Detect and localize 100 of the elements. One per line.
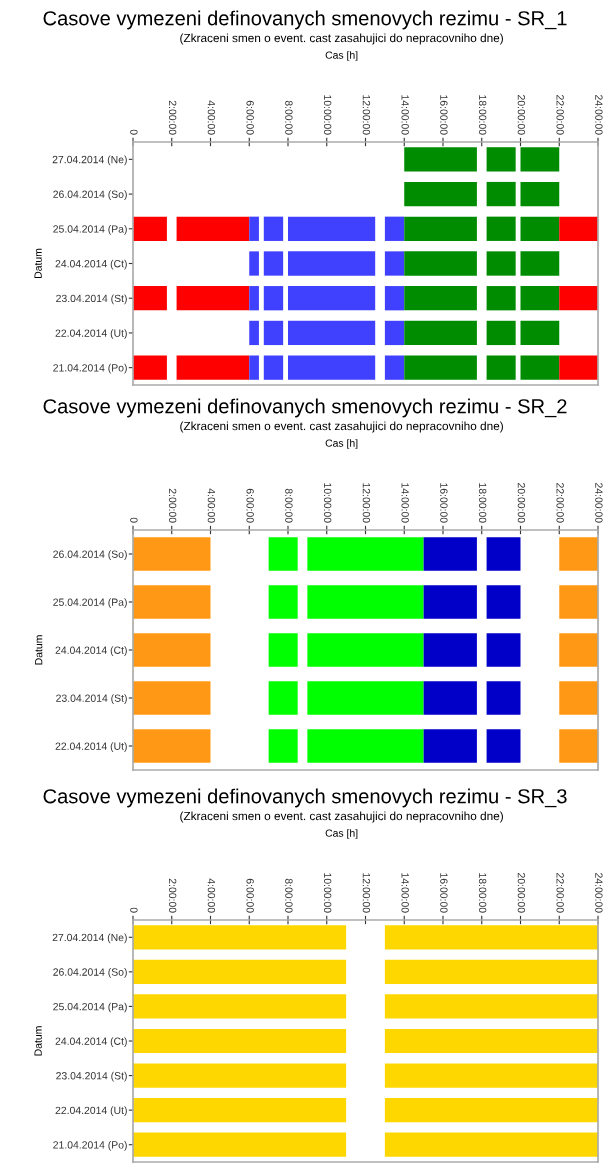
y-tick-label: 26.04.2014 (So)	[53, 968, 127, 978]
chart-title: Casove vymezeni definovanych smenovych rezimu - SR_3	[43, 788, 567, 808]
x-tick-label: 24:00:00	[595, 873, 603, 913]
bar	[263, 286, 284, 311]
bar	[288, 286, 376, 311]
bar	[520, 216, 560, 241]
bar	[307, 681, 424, 715]
bar	[384, 286, 405, 311]
bar	[263, 216, 284, 241]
bar	[486, 633, 521, 667]
x-axis-title: Cas [h]	[325, 51, 358, 61]
bar	[486, 681, 521, 715]
bar	[268, 681, 298, 715]
bar	[404, 181, 477, 207]
bar	[520, 147, 560, 172]
y-tick-label: 22.04.2014 (Ut)	[55, 742, 127, 752]
bar	[263, 320, 284, 346]
y-tick-label: 24.04.2014 (Ct)	[55, 646, 127, 656]
x-tick-label: 14:00:00	[401, 873, 409, 913]
y-tick-label: 22.04.2014 (Ut)	[55, 329, 127, 339]
x-tick-label: 18:00:00	[478, 95, 487, 135]
bar	[559, 537, 598, 571]
bar	[268, 585, 298, 619]
x-tick-label: 14:00:00	[401, 95, 409, 135]
x-tick-label: 20:00:00	[517, 873, 526, 913]
y-tick-label: 22.04.2014 (Ut)	[55, 1106, 127, 1117]
x-tick-label: 4:00:00	[207, 100, 216, 135]
x-tick-label: 10:00:00	[323, 873, 332, 913]
x-tick-label: 8:00:00	[285, 878, 293, 913]
bar	[133, 633, 211, 667]
y-tick-label: 21.04.2014 (Po)	[53, 1140, 127, 1151]
bar	[249, 286, 259, 311]
bar	[486, 537, 521, 571]
bar	[486, 320, 516, 346]
bar	[249, 355, 259, 380]
bar	[520, 181, 560, 207]
x-tick-label: 22:00:00	[556, 95, 564, 135]
y-tick-label: 25.04.2014 (Pa)	[53, 598, 127, 608]
x-axis-title: Cas [h]	[325, 829, 358, 839]
y-tick-label: 23.04.2014 (St)	[56, 1071, 127, 1082]
bar	[133, 585, 211, 619]
x-tick-label: 10:00:00	[323, 95, 332, 135]
x-tick-label: 8:00:00	[285, 488, 293, 523]
x-tick-label: 0	[130, 517, 138, 523]
bar	[263, 251, 284, 276]
y-tick-label: 23.04.2014 (St)	[56, 694, 127, 704]
bar	[133, 681, 211, 715]
bar	[423, 729, 477, 763]
x-tick-label: 22:00:00	[556, 483, 564, 523]
x-tick-label: 0	[130, 907, 138, 913]
bar	[307, 585, 424, 619]
bar	[176, 286, 250, 311]
y-tick-label: 26.04.2014 (So)	[53, 550, 127, 560]
x-tick-label: 18:00:00	[478, 483, 487, 523]
bar	[249, 251, 259, 276]
x-tick-label: 20:00:00	[517, 95, 526, 135]
bar	[559, 729, 598, 763]
x-tick-label: 6:00:00	[246, 878, 254, 913]
y-tick-label: 25.04.2014 (Pa)	[53, 225, 127, 235]
bar	[520, 320, 560, 346]
x-tick-label: 24:00:00	[595, 483, 603, 523]
bar	[486, 147, 516, 172]
bar	[559, 681, 598, 715]
chart-title: Casove vymezeni definovanych smenovych rezimu - SR_1	[43, 10, 567, 30]
x-axis-title: Cas [h]	[325, 439, 358, 449]
bar	[133, 537, 211, 571]
x-tick-label: 0	[130, 129, 138, 135]
x-tick-label: 16:00:00	[440, 483, 448, 523]
bar	[384, 355, 405, 380]
y-tick-label: 24.04.2014 (Ct)	[55, 259, 127, 270]
bar	[404, 320, 477, 346]
y-axis-title: Datum	[34, 248, 42, 278]
x-tick-label: 10:00:00	[323, 483, 332, 523]
bar	[268, 633, 298, 667]
bar	[404, 147, 477, 172]
bar	[559, 585, 598, 619]
bar	[288, 216, 376, 241]
bar	[133, 216, 167, 241]
x-tick-label: 20:00:00	[517, 483, 526, 523]
bar	[263, 355, 284, 380]
bar	[307, 633, 424, 667]
bar	[288, 320, 376, 346]
bar	[133, 355, 167, 380]
bar	[307, 729, 424, 763]
bar	[384, 320, 405, 346]
bar	[559, 633, 598, 667]
bar	[486, 286, 516, 311]
bar	[423, 681, 477, 715]
y-tick-label: 21.04.2014 (Po)	[53, 363, 127, 374]
bar	[268, 729, 298, 763]
bar	[486, 355, 516, 380]
x-tick-label: 6:00:00	[246, 488, 254, 523]
chart-subtitle: (Zkraceni smen o event. cast zasahujici do nepracovniho dne)	[180, 811, 503, 823]
x-tick-label: 16:00:00	[440, 873, 448, 913]
x-tick-label: 4:00:00	[207, 488, 216, 523]
chart-subtitle: (Zkraceni smen o event. cast zasahujici do nepracovniho dne)	[180, 421, 503, 433]
bar	[404, 251, 477, 276]
x-tick-label: 12:00:00	[362, 873, 371, 913]
bar	[520, 355, 560, 380]
y-tick-label: 26.04.2014 (So)	[53, 190, 127, 200]
